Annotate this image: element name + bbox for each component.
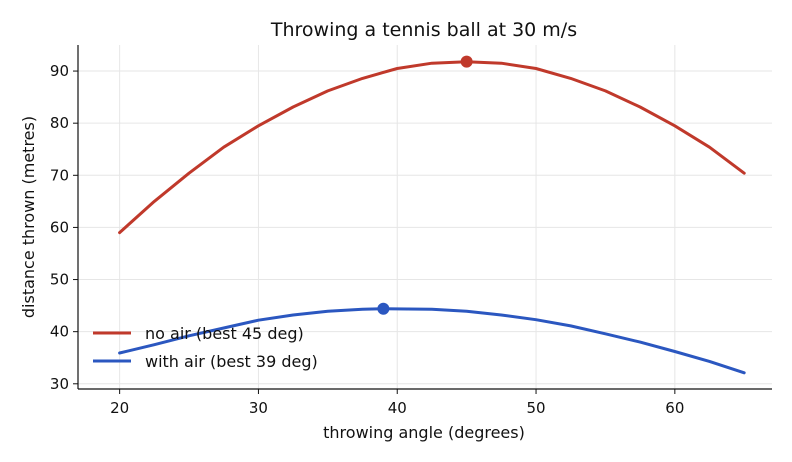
x-ticks: 20 30 40 50 60	[110, 389, 684, 417]
x-tick-label: 30	[249, 399, 268, 417]
x-tick-label: 50	[526, 399, 545, 417]
legend-label-with-air: with air (best 39 deg)	[145, 352, 318, 371]
grid	[78, 45, 772, 389]
series-line-1	[118, 307, 746, 375]
y-axis-label: distance thrown (metres)	[19, 116, 38, 318]
chart-title: Throwing a tennis ball at 30 m/s	[270, 19, 577, 41]
legend: no air (best 45 deg) with air (best 39 d…	[93, 324, 318, 371]
y-ticks: 30 40 50 60 70 80 90	[50, 62, 78, 393]
y-tick-label: 30	[50, 375, 69, 393]
series-layer	[118, 55, 746, 375]
optimum-point-0	[460, 55, 473, 68]
optimum-point-1	[377, 302, 390, 315]
y-tick-label: 90	[50, 62, 69, 80]
series-line-0	[118, 60, 746, 235]
x-axis-label: throwing angle (degrees)	[323, 423, 525, 442]
x-tick-label: 60	[665, 399, 684, 417]
x-tick-label: 20	[110, 399, 129, 417]
y-tick-label: 70	[50, 166, 69, 184]
y-tick-label: 60	[50, 218, 69, 236]
y-tick-label: 80	[50, 114, 69, 132]
x-tick-label: 40	[388, 399, 407, 417]
y-tick-label: 50	[50, 271, 69, 289]
legend-label-no-air: no air (best 45 deg)	[145, 324, 304, 343]
y-tick-label: 40	[50, 323, 69, 341]
